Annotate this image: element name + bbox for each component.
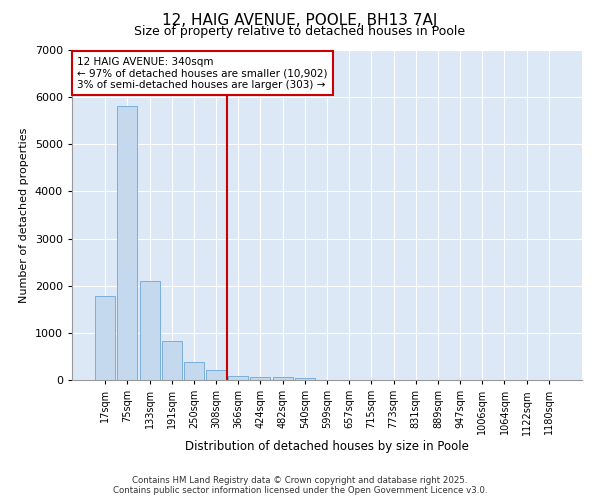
Bar [118,106,137,380]
Bar [140,282,160,380]
Text: 12 HAIG AVENUE: 340sqm
← 97% of detached houses are smaller (10,902)
3% of semi-: 12 HAIG AVENUE: 340sqm ← 97% of detached… [77,56,328,90]
Y-axis label: Number of detached properties: Number of detached properties [19,128,29,302]
Bar [95,296,115,380]
Bar [295,378,315,380]
Bar [206,370,226,380]
Text: 12, HAIG AVENUE, POOLE, BH13 7AJ: 12, HAIG AVENUE, POOLE, BH13 7AJ [163,12,437,28]
Bar [250,376,271,380]
X-axis label: Distribution of detached houses by size in Poole: Distribution of detached houses by size … [185,440,469,453]
Bar [184,362,204,380]
Text: Contains HM Land Registry data © Crown copyright and database right 2025.
Contai: Contains HM Land Registry data © Crown c… [113,476,487,495]
Bar [272,377,293,380]
Bar [228,376,248,380]
Bar [162,342,182,380]
Text: Size of property relative to detached houses in Poole: Size of property relative to detached ho… [134,25,466,38]
